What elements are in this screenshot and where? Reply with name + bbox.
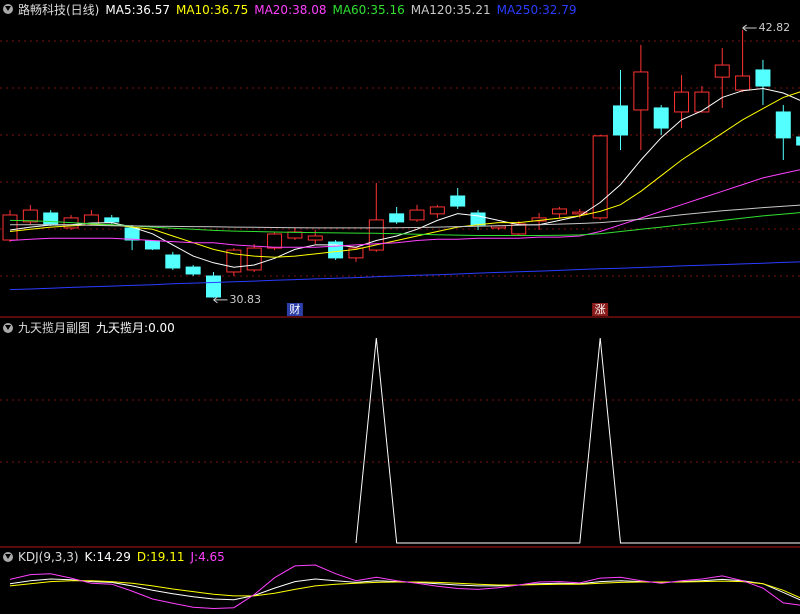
annotation-label: 42.82 — [759, 21, 791, 34]
legend-item: 九天揽月0.00 — [96, 320, 175, 336]
series-line — [355, 337, 800, 544]
candle-body — [144, 240, 160, 250]
event-badge — [592, 303, 609, 316]
legend-item: D19.11 — [137, 549, 185, 565]
candle-body — [714, 64, 730, 78]
legend-name: MA120 — [411, 2, 457, 18]
legend-item: J4.65 — [190, 549, 224, 565]
legend-item: MA25032.79 — [497, 2, 577, 18]
series-line — [10, 204, 800, 229]
event-label: 财 — [289, 302, 300, 316]
candle-body — [409, 209, 425, 221]
legend-name: K — [85, 549, 97, 565]
candle-body — [389, 213, 405, 223]
candle-body — [348, 247, 364, 259]
candle-body — [2, 214, 18, 241]
candle-body — [307, 235, 323, 241]
legend-name: J — [190, 549, 198, 565]
legend-value: 35.16 — [370, 3, 405, 17]
panel-header: KDJ(9,3,3) K14.29 D19.11 J4.65 — [18, 549, 225, 565]
candle-body — [104, 217, 120, 223]
legend-value: 35.21 — [456, 3, 491, 17]
candle-body — [429, 206, 445, 215]
legend-value: 36.57 — [135, 3, 170, 17]
candle-body — [775, 111, 791, 139]
candle-body — [124, 227, 140, 241]
legend-name: MA250 — [497, 2, 543, 18]
series-line — [9, 91, 800, 258]
candle-body — [165, 254, 181, 269]
panel-title: KDJ(9,3,3) — [18, 550, 79, 564]
legend-item: MA12035.21 — [411, 2, 491, 18]
candle-body — [267, 233, 283, 249]
collapse-icon[interactable] — [3, 323, 13, 333]
candle-body — [450, 195, 466, 207]
candle-body — [22, 209, 38, 223]
candle-body — [470, 212, 486, 226]
panel-header: 路畅科技(日线)MA536.57MA1036.75MA2038.08MA6035… — [18, 2, 576, 18]
candle-body — [206, 275, 221, 298]
legend-value: 19.11 — [150, 550, 185, 564]
candle-body — [572, 211, 588, 215]
candle-body — [633, 71, 649, 111]
annotation-arrow — [742, 24, 757, 32]
legend-item: MA6035.16 — [332, 2, 404, 18]
legend-name: MA5 — [105, 2, 135, 18]
annotation-label: 30.83 — [230, 293, 262, 306]
legend-item: MA2038.08 — [254, 2, 326, 18]
collapse-icon[interactable] — [3, 552, 13, 562]
annotation-arrow — [213, 296, 228, 304]
legend-value: 4.65 — [198, 550, 225, 564]
event-label: 涨 — [595, 303, 606, 316]
event-badge — [286, 303, 303, 316]
legend-item: MA1036.75 — [176, 2, 248, 18]
legend-value: 38.08 — [292, 3, 327, 17]
legend-name: MA20 — [254, 2, 292, 18]
candle-body — [735, 75, 751, 91]
candle-body — [653, 107, 669, 129]
legend-value: 32.79 — [542, 3, 577, 17]
panel-title: 路畅科技(日线) — [18, 3, 100, 17]
panel-title: 九天揽月副图 — [18, 321, 91, 335]
collapse-icon[interactable] — [3, 4, 13, 14]
legend-item: MA536.57 — [105, 2, 170, 18]
legend-name: MA60 — [332, 2, 370, 18]
candle-body — [551, 208, 567, 215]
legend-value: 36.75 — [213, 3, 249, 17]
series-line — [9, 564, 800, 610]
candle-body — [43, 212, 59, 226]
legend-name: MA10 — [176, 2, 214, 18]
candle-body — [226, 249, 242, 273]
series-line — [9, 87, 800, 268]
legend-item: K14.29 — [85, 549, 131, 565]
candle-body — [592, 135, 608, 219]
legend-name: 九天揽月 — [96, 320, 148, 336]
candle-body — [185, 266, 201, 275]
legend-name: D — [137, 549, 150, 565]
candle-body — [755, 69, 771, 87]
series-line — [9, 261, 800, 291]
legend-value: 0.00 — [148, 321, 175, 335]
candle-body — [674, 91, 690, 113]
panel-header: 九天揽月副图九天揽月0.00 — [18, 320, 175, 336]
candle-body — [613, 105, 628, 136]
legend-value: 14.29 — [96, 550, 131, 564]
candle-body — [796, 136, 800, 146]
candle-body — [511, 223, 527, 235]
candle-body — [246, 247, 262, 271]
candle-body — [694, 91, 710, 113]
series-line — [9, 169, 800, 248]
